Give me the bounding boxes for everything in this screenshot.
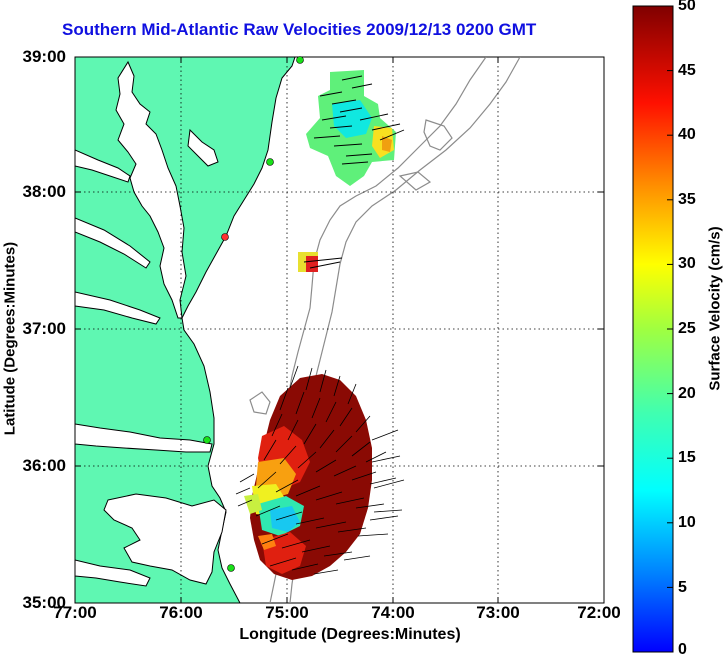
colorbar-tick-label: 30 [678, 255, 696, 272]
y-axis-label: Latitude (Degrees:Minutes) [1, 241, 19, 436]
western-shore-inlet-1 [75, 149, 131, 183]
velocity-vectors-north [313, 75, 405, 165]
hf-radar-stations [203, 56, 304, 572]
station-marker [266, 158, 274, 166]
colorbar-tick-label: 50 [678, 0, 696, 14]
y-tick-label: 38:00 [22, 182, 66, 201]
y-tick-label: 39:00 [22, 47, 66, 66]
colorbar-label: Surface Velocity (cm/s) [706, 226, 724, 391]
x-tick-label: 72:00 [577, 603, 621, 622]
x-axis-label: Longitude (Degrees:Minutes) [239, 626, 461, 643]
velocity-patch-south [244, 374, 372, 580]
eastern-shore-bay [187, 128, 219, 167]
river-inlet [75, 559, 151, 587]
x-tick-label: 77:00 [53, 603, 97, 622]
station-marker [203, 436, 211, 444]
colorbar-ticks [667, 70, 673, 588]
colorbar-tick-label: 5 [678, 579, 687, 596]
x-tick-label: 74:00 [371, 603, 415, 622]
colorbar-tick-label: 35 [678, 191, 696, 208]
map-title: Southern Mid-Atlantic Raw Velocities 200… [62, 20, 537, 39]
station-marker [221, 233, 229, 241]
colorbar-tick-label: 25 [678, 320, 696, 337]
velocity-vectors-south [235, 365, 405, 575]
colorbar-tick-label: 40 [678, 126, 696, 143]
colorbar-tick-label: 0 [678, 641, 687, 658]
colorbar-tick-label: 45 [678, 62, 696, 79]
colorbar-tick-label: 20 [678, 385, 696, 402]
land-mass [75, 57, 296, 603]
station-marker [227, 564, 235, 572]
chesapeake-bay [115, 60, 187, 319]
velocity-patch-central [298, 252, 343, 272]
western-shore-inlet-3 [75, 291, 161, 325]
y-tick-label: 35:00 [22, 593, 66, 612]
x-tick-label: 75:00 [265, 603, 309, 622]
pamlico-sound [103, 493, 227, 585]
axis-ticks [75, 57, 604, 603]
colorbar-tick-label: 15 [678, 449, 696, 466]
colorbar-tick-label: 10 [678, 514, 696, 531]
western-shore-inlet-2 [75, 217, 151, 269]
x-tick-label: 76:00 [159, 603, 203, 622]
x-tick-label: 73:00 [476, 603, 520, 622]
y-tick-label: 37:00 [22, 319, 66, 338]
y-tick-label: 36:00 [22, 456, 66, 475]
velocity-patch-north [306, 70, 396, 186]
albemarle-sound [75, 423, 213, 453]
station-marker [296, 56, 304, 64]
